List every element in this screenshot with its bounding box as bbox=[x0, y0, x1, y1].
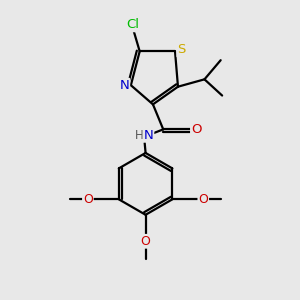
Text: Cl: Cl bbox=[126, 18, 139, 32]
Text: O: O bbox=[191, 123, 202, 136]
Text: N: N bbox=[119, 79, 129, 92]
Text: S: S bbox=[177, 44, 186, 56]
Text: O: O bbox=[141, 235, 151, 248]
Text: N: N bbox=[144, 129, 153, 142]
Text: O: O bbox=[83, 193, 93, 206]
Text: H: H bbox=[134, 129, 143, 142]
Text: O: O bbox=[198, 193, 208, 206]
